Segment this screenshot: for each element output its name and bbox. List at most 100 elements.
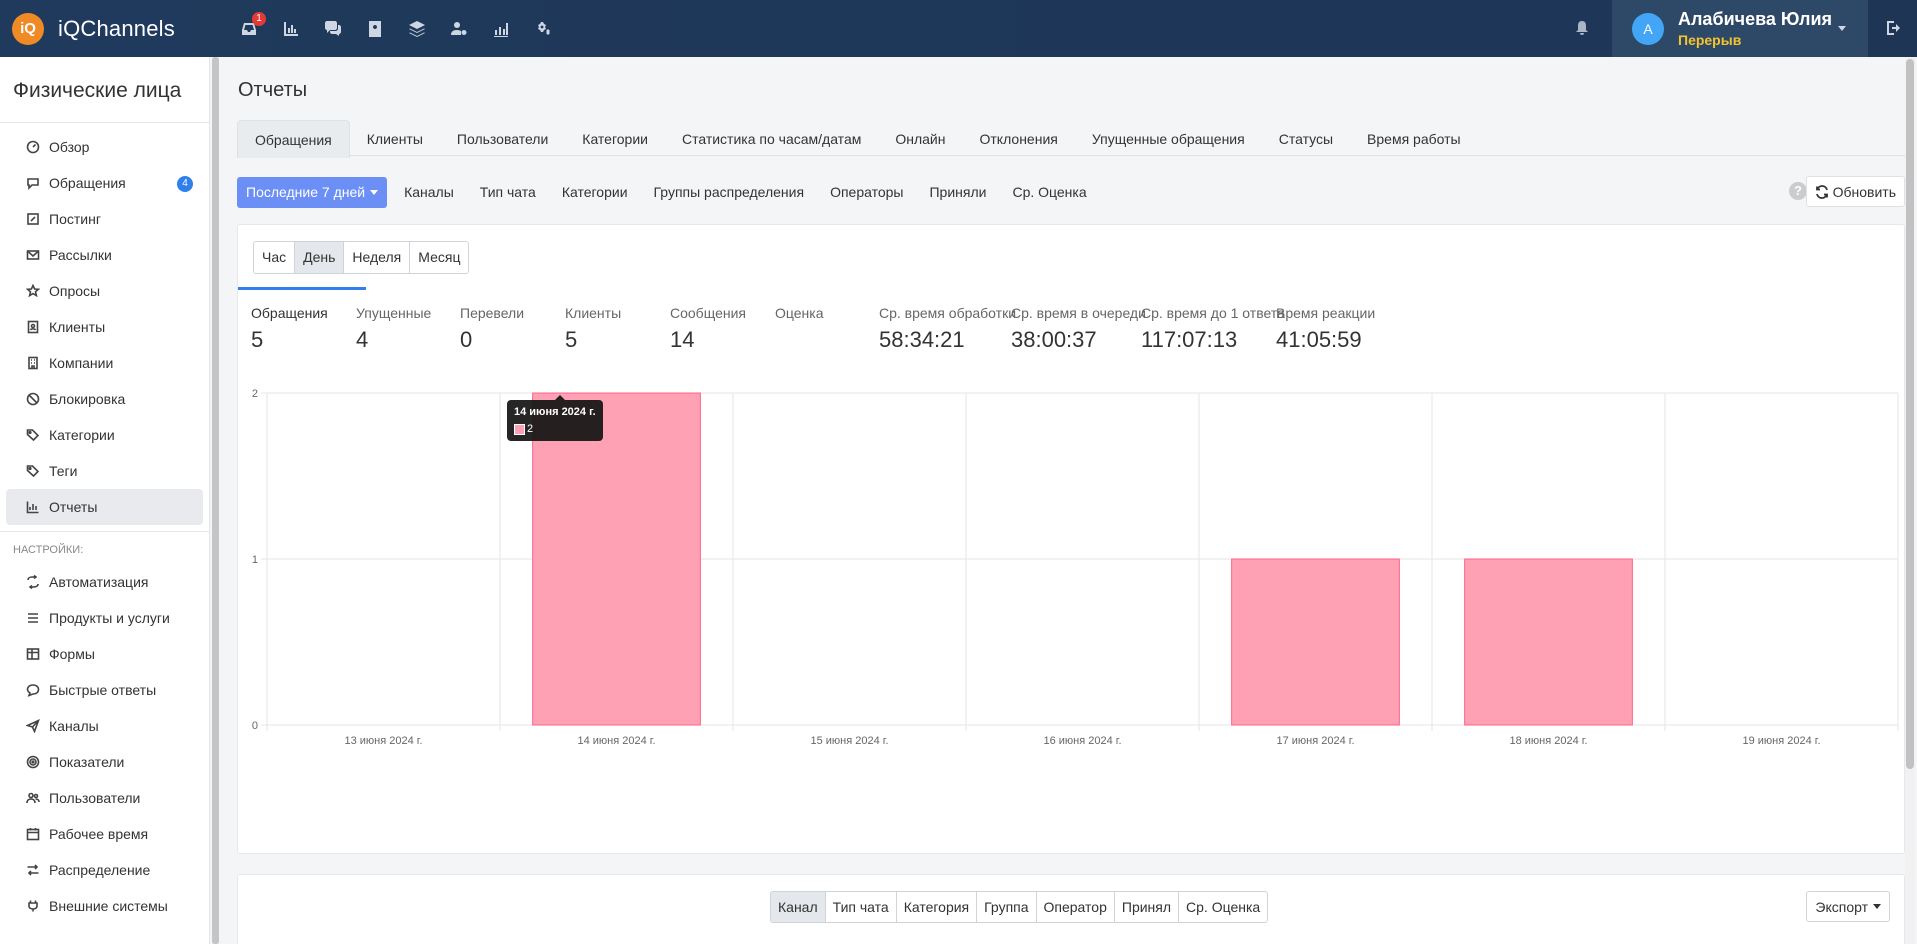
stat-block: Ср. время обработки 58:34:21 bbox=[879, 305, 1016, 353]
inbox-badge: 1 bbox=[252, 12, 266, 26]
group-tab[interactable]: Категория bbox=[896, 892, 978, 922]
tab-9[interactable]: Время работы bbox=[1367, 131, 1461, 147]
sidebar-item-send[interactable]: Каналы bbox=[6, 708, 203, 744]
stat-label: Упущенные bbox=[356, 305, 432, 321]
sidebar-scrollbar[interactable] bbox=[212, 57, 219, 944]
stat-block: Время реакции 41:05:59 bbox=[1276, 305, 1375, 353]
sidebar-item-label: Внешние системы bbox=[49, 898, 168, 914]
filter-link[interactable]: Приняли bbox=[929, 184, 987, 200]
filter-links: Каналы Тип чата Категории Группы распределе… bbox=[387, 184, 1087, 200]
refresh-button[interactable]: Обновить bbox=[1805, 176, 1905, 207]
sidebar-item-table[interactable]: Формы bbox=[6, 636, 203, 672]
report-tabs: Обращения Клиенты Пользователи Категории Ста… bbox=[237, 120, 1905, 158]
bell-icon[interactable] bbox=[1568, 14, 1596, 42]
sidebar-item-label: Обращения bbox=[49, 175, 126, 191]
sidebar-item-edit[interactable]: Постинг bbox=[6, 201, 203, 237]
settings-cogs-icon[interactable] bbox=[522, 0, 564, 57]
sidebar-item-list[interactable]: Продукты и услуги bbox=[6, 600, 203, 636]
app-logo[interactable]: iQ iQChannels bbox=[12, 12, 212, 45]
sidebar-item-contact-card[interactable]: Клиенты bbox=[6, 309, 203, 345]
automation-icon bbox=[25, 574, 41, 590]
group-tab[interactable]: Оператор bbox=[1036, 892, 1115, 922]
user-name: Алабичева Юлия bbox=[1678, 9, 1833, 29]
user-menu[interactable]: А Алабичева Юлия Перерыв bbox=[1612, 0, 1868, 57]
period-selector: Час День Неделя Месяц bbox=[253, 241, 470, 274]
sidebar-item-tags[interactable]: Категории bbox=[6, 417, 203, 453]
sidebar-item-label: Отчеты bbox=[49, 499, 98, 515]
group-tab[interactable]: Принял bbox=[1114, 892, 1180, 922]
tab-7[interactable]: Упущенные обращения bbox=[1091, 131, 1245, 147]
filter-link[interactable]: Тип чата bbox=[479, 184, 536, 200]
bar bbox=[1231, 558, 1400, 726]
group-tab[interactable]: Канал bbox=[771, 892, 826, 922]
period-button[interactable]: День bbox=[295, 242, 345, 273]
stat-label: Сообщения bbox=[670, 305, 746, 321]
sidebar-item-label: Постинг bbox=[49, 211, 101, 227]
chats-icon[interactable] bbox=[312, 0, 354, 57]
sidebar: Физические лица Обзор Обращения 4 Постинг Ра… bbox=[0, 57, 210, 944]
analytics-icon[interactable] bbox=[480, 0, 522, 57]
users-icon bbox=[25, 790, 41, 806]
sidebar-item-users[interactable]: Пользователи bbox=[6, 780, 203, 816]
tab-4[interactable]: Статистика по часам/датам bbox=[681, 131, 862, 147]
logout-icon[interactable] bbox=[1880, 14, 1908, 42]
users-settings-icon[interactable] bbox=[438, 0, 480, 57]
period-button[interactable]: Месяц bbox=[410, 242, 469, 273]
export-button[interactable]: Экспорт bbox=[1806, 891, 1890, 922]
sidebar-item-label: Пользователи bbox=[49, 790, 141, 806]
tab-8[interactable]: Статусы bbox=[1278, 131, 1334, 147]
filter-link[interactable]: Группы распределения bbox=[653, 184, 805, 200]
sidebar-item-label: Продукты и услуги bbox=[49, 610, 170, 626]
filter-link[interactable]: Операторы bbox=[830, 184, 904, 200]
stat-label: Ср. время обработки bbox=[879, 305, 1017, 321]
sidebar-item-bar-chart[interactable]: Отчеты bbox=[6, 489, 203, 525]
sidebar-item-building[interactable]: Компании bbox=[6, 345, 203, 381]
filter-link[interactable]: Ср. Оценка bbox=[1012, 184, 1087, 200]
sidebar-item-target[interactable]: Показатели bbox=[6, 744, 203, 780]
tab-3[interactable]: Категории bbox=[582, 131, 648, 147]
chat-icon bbox=[25, 175, 41, 191]
filter-link[interactable]: Каналы bbox=[404, 184, 454, 200]
layers-icon[interactable] bbox=[396, 0, 438, 57]
bar-chart-icon[interactable] bbox=[270, 0, 312, 57]
group-tab[interactable]: Тип чата bbox=[825, 892, 897, 922]
stat-value: 5 bbox=[251, 327, 264, 352]
sidebar-item-dashboard[interactable]: Обзор bbox=[6, 129, 203, 165]
filter-link[interactable]: Категории bbox=[561, 184, 628, 200]
inbox-icon[interactable]: 1 bbox=[228, 0, 270, 57]
sidebar-item-mail[interactable]: Рассылки bbox=[6, 237, 203, 273]
tab-5[interactable]: Онлайн bbox=[895, 131, 946, 147]
sidebar-item-chat[interactable]: Обращения 4 bbox=[6, 165, 203, 201]
page-scroll-thumb[interactable] bbox=[1906, 59, 1914, 769]
help-icon[interactable]: ? bbox=[1789, 182, 1807, 200]
sidebar-item-tag[interactable]: Теги bbox=[6, 453, 203, 489]
calendar-icon bbox=[25, 826, 41, 842]
period-button[interactable]: Неделя bbox=[344, 242, 411, 273]
group-tab[interactable]: Группа bbox=[977, 892, 1037, 922]
page-scrollbar[interactable] bbox=[1905, 57, 1915, 944]
sidebar-item-star[interactable]: Опросы bbox=[6, 273, 203, 309]
tab-6[interactable]: Отклонения bbox=[979, 131, 1058, 147]
sidebar-item-plug[interactable]: Внешние системы bbox=[6, 888, 203, 924]
x-tick-label: 18 июня 2024 г. bbox=[1509, 735, 1587, 747]
stat-label: Перевели bbox=[460, 305, 525, 321]
top-navbar: iQ iQChannels 1 А bbox=[0, 0, 1917, 57]
sidebar-item-shuffle[interactable]: Распределение bbox=[6, 852, 203, 888]
sidebar-item-calendar[interactable]: Рабочее время bbox=[6, 816, 203, 852]
sidebar-item-automation[interactable]: Автоматизация bbox=[6, 564, 203, 600]
tab-2[interactable]: Пользователи bbox=[456, 131, 549, 147]
sidebar-item-quick-reply[interactable]: Быстрые ответы bbox=[6, 672, 203, 708]
group-tab[interactable]: Ср. Оценка bbox=[1179, 892, 1268, 922]
stat-value: 5 bbox=[565, 327, 578, 352]
sidebar-item-ban[interactable]: Блокировка bbox=[6, 381, 203, 417]
period-button[interactable]: Час bbox=[254, 242, 296, 273]
date-range-button[interactable]: Последние 7 дней bbox=[237, 176, 388, 208]
refresh-label: Обновить bbox=[1832, 183, 1896, 200]
contacts-book-icon[interactable] bbox=[354, 0, 396, 57]
caret-down-icon bbox=[1873, 904, 1881, 909]
sidebar-scroll-thumb[interactable] bbox=[212, 57, 219, 944]
tab-0[interactable]: Обращения bbox=[237, 120, 350, 158]
chart-tooltip: 14 июня 2024 г. 2 bbox=[507, 395, 603, 441]
sidebar-nav: Обзор Обращения 4 Постинг Рассылки Опросы Клие… bbox=[0, 123, 209, 525]
tab-1[interactable]: Клиенты bbox=[366, 131, 423, 147]
